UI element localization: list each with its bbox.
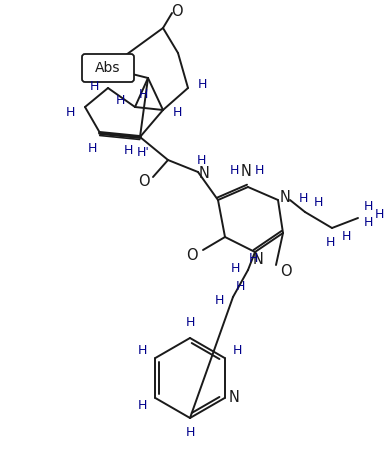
Text: H: H: [172, 106, 182, 119]
Text: H: H: [363, 217, 373, 229]
Text: H: H: [254, 164, 264, 178]
Text: H': H': [137, 146, 149, 159]
Text: H: H: [314, 196, 323, 210]
Text: N: N: [228, 390, 239, 406]
Text: H: H: [233, 344, 242, 357]
Text: O: O: [280, 263, 292, 278]
Text: H: H: [235, 281, 245, 293]
Text: N: N: [253, 252, 263, 268]
Text: O: O: [186, 249, 198, 263]
Text: O: O: [138, 174, 150, 189]
Text: H: H: [197, 79, 207, 91]
Text: H: H: [87, 141, 97, 154]
Text: H: H: [89, 80, 99, 92]
Text: N: N: [280, 190, 291, 205]
FancyBboxPatch shape: [82, 54, 134, 82]
Text: H: H: [248, 252, 258, 265]
Text: H: H: [341, 230, 351, 244]
Text: H: H: [229, 164, 239, 178]
Text: H: H: [123, 145, 133, 157]
Text: H: H: [138, 399, 147, 412]
Text: N: N: [241, 163, 251, 179]
Text: Abs: Abs: [95, 61, 121, 75]
Text: O: O: [171, 3, 183, 18]
Text: H: H: [298, 193, 308, 205]
Text: H: H: [138, 344, 147, 357]
Text: H: H: [196, 154, 206, 167]
Text: H: H: [374, 209, 384, 221]
Text: H: H: [65, 106, 74, 119]
Text: H: H: [115, 94, 125, 106]
Text: H: H: [363, 201, 373, 213]
Text: H: H: [230, 261, 240, 275]
Text: H: H: [138, 88, 148, 100]
Text: N: N: [199, 165, 210, 180]
Text: H: H: [185, 427, 195, 439]
Text: H: H: [325, 236, 335, 249]
Text: H: H: [214, 293, 224, 307]
Text: H: H: [185, 317, 195, 330]
